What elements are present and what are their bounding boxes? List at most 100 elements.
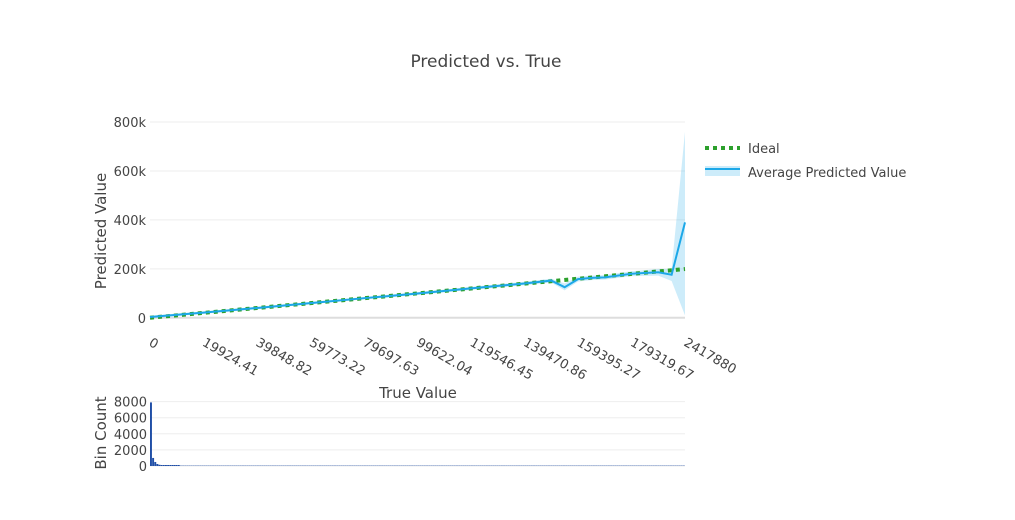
hist-bar <box>184 465 187 466</box>
hist-bar <box>186 465 189 466</box>
hist-bar <box>447 465 450 466</box>
hist-bar <box>218 465 221 466</box>
hist-bar <box>344 465 347 466</box>
hist-bar <box>672 465 675 466</box>
hist-bar <box>601 465 604 466</box>
hist-bar <box>543 465 546 466</box>
hist-bar <box>209 465 212 466</box>
hist-bar <box>261 465 264 466</box>
hist-bar <box>334 465 336 466</box>
hist-bar <box>426 465 428 466</box>
hist-bar <box>642 465 645 466</box>
hist-bar <box>567 465 570 466</box>
hist-bar <box>565 465 568 466</box>
hist-bar <box>584 465 587 466</box>
hist-bar <box>231 465 234 466</box>
hist-bar <box>610 465 613 466</box>
hist-bar <box>404 465 407 466</box>
hist-bar <box>573 465 576 466</box>
hist-bar <box>314 465 317 466</box>
hist-bar <box>280 465 283 466</box>
hist-bar <box>364 465 366 466</box>
hist-bar <box>389 465 392 466</box>
hist-bar <box>441 465 443 466</box>
hist-bar <box>398 465 401 466</box>
x-tick-label: 59773.22 <box>307 335 368 379</box>
average-predicted-line <box>149 222 686 319</box>
hist-bar <box>548 465 550 466</box>
hist-bar <box>289 465 292 466</box>
hist-bar <box>539 465 542 466</box>
hist-bar <box>678 465 681 466</box>
hist-bar <box>387 465 390 466</box>
hist-bar <box>393 465 396 466</box>
hist-bar <box>374 465 377 466</box>
hist-y-tick-label: 4000 <box>114 428 147 443</box>
hist-y-tick-label: 6000 <box>114 412 147 427</box>
hist-bar <box>586 465 589 466</box>
hist-bar <box>278 465 281 466</box>
hist-bar <box>229 465 232 466</box>
hist-bar <box>503 465 506 466</box>
hist-bar <box>179 465 182 466</box>
hist-bar <box>299 465 302 466</box>
hist-bar <box>376 465 379 466</box>
hist-bar <box>659 465 662 466</box>
hist-bar <box>509 465 512 466</box>
hist-bar <box>411 465 414 466</box>
hist-bar <box>667 465 670 466</box>
hist-bar <box>481 465 484 466</box>
hist-bar <box>336 465 339 466</box>
hist-bar <box>331 465 334 466</box>
hist-bar <box>537 465 540 466</box>
hist-bar <box>438 465 441 466</box>
hist-bar <box>492 465 495 466</box>
hist-bar <box>595 465 598 466</box>
hist-bar <box>464 465 467 466</box>
y-tick-label: 0 <box>138 312 146 327</box>
hist-bar <box>257 465 259 466</box>
hist-bar <box>569 465 572 466</box>
hist-bar <box>246 465 249 466</box>
hist-bar <box>361 465 364 466</box>
hist-bar <box>518 465 521 466</box>
hist-bar <box>207 465 210 466</box>
hist-bar <box>597 465 600 466</box>
hist-bar <box>244 465 247 466</box>
hist-bar <box>321 465 324 466</box>
hist-bar <box>214 465 217 466</box>
hist-bar <box>682 465 685 466</box>
hist-bar <box>325 465 328 466</box>
hist-bar <box>629 465 632 466</box>
hist-bar <box>434 465 437 466</box>
hist-bar <box>304 465 307 466</box>
hist-bar <box>449 465 452 466</box>
hist-bar <box>637 465 640 466</box>
hist-bar <box>417 465 420 466</box>
hist-bar <box>235 465 238 466</box>
hist-bar <box>391 465 394 466</box>
hist-bar <box>415 465 418 466</box>
hist-bar <box>554 465 557 466</box>
hist-bar <box>175 465 178 466</box>
hist-bar <box>284 465 287 466</box>
hist-y-tick-label: 8000 <box>114 396 147 411</box>
hist-bar <box>349 465 351 466</box>
y-tick-label: 800k <box>114 116 147 131</box>
hist-bar <box>383 465 386 466</box>
hist-bar <box>605 465 608 466</box>
hist-bar <box>483 465 486 466</box>
hist-bar <box>169 465 172 466</box>
hist-bar <box>301 465 304 466</box>
x-tick-label: 79697.63 <box>360 335 421 379</box>
hist-bar <box>274 465 277 466</box>
hist-bar <box>473 465 476 466</box>
hist-bar <box>164 465 167 466</box>
hist-bar <box>319 465 321 466</box>
hist-bar <box>612 465 615 466</box>
hist-bar <box>269 465 272 466</box>
hist-bar <box>205 465 208 466</box>
hist-bar <box>355 465 358 466</box>
hist-bar <box>515 465 518 466</box>
